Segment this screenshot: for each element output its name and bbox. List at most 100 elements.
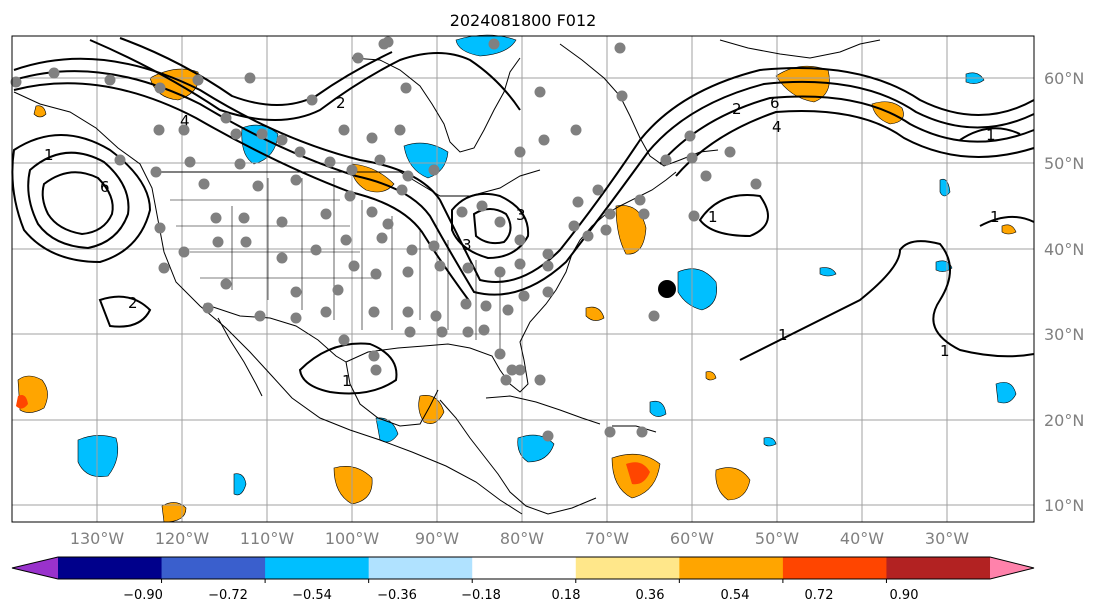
station-dot <box>434 260 446 272</box>
station-dot <box>488 38 500 50</box>
contours <box>11 37 1035 395</box>
station-dot <box>210 212 222 224</box>
lon-label: 30°W <box>925 529 969 548</box>
station-dot <box>402 266 414 278</box>
lon-label: 50°W <box>755 529 799 548</box>
station-dot <box>616 90 628 102</box>
shade-orange-greenland <box>775 65 830 103</box>
contour-label: 3 <box>516 206 526 224</box>
station-dot <box>320 208 332 220</box>
station-dot <box>514 258 526 270</box>
station-dot <box>352 52 364 64</box>
station-dot <box>366 132 378 144</box>
coast-baja <box>217 317 263 397</box>
station-dot <box>462 262 474 274</box>
shade-orange-mexico <box>333 466 373 505</box>
colorbar-tick-label: −0.90 <box>123 588 163 603</box>
station-dot <box>406 244 418 256</box>
station-dot <box>428 240 440 252</box>
coast-mexico-gulf <box>345 361 439 427</box>
us-mexico-border <box>203 303 347 363</box>
colorbar-segment <box>368 557 473 579</box>
station-dot <box>638 208 650 220</box>
station-dot <box>276 252 288 264</box>
station-dot <box>404 326 416 338</box>
station-dot <box>348 260 360 272</box>
station-dot <box>688 210 700 222</box>
colorbar-extend-min <box>12 557 58 579</box>
station-dot <box>376 232 388 244</box>
station-dot <box>614 42 626 54</box>
station-points <box>10 36 762 442</box>
coast-hispaniola <box>612 425 657 433</box>
contour-w-3 <box>41 171 114 236</box>
shade-orange-gulf <box>418 395 445 424</box>
station-dot <box>150 166 162 178</box>
colorbar-tick-label: −0.72 <box>208 588 248 603</box>
station-dot <box>290 174 302 186</box>
colorbar-segment <box>886 557 991 579</box>
station-dot <box>178 246 190 258</box>
station-dot <box>462 326 474 338</box>
station-dot <box>202 302 214 314</box>
station-dot <box>320 306 332 318</box>
station-dot <box>514 234 526 246</box>
station-dot <box>648 310 660 322</box>
colorbar-tick-label: 0.36 <box>636 588 665 603</box>
station-dot <box>378 38 390 50</box>
station-dot <box>104 74 116 86</box>
shade-red-baja <box>16 395 28 409</box>
coast-central-am <box>439 399 597 515</box>
station-dot <box>428 164 440 176</box>
colorbar-tick-label: 0.90 <box>890 588 919 603</box>
station-dot <box>192 74 204 86</box>
station-dot <box>212 236 224 248</box>
lon-label: 80°W <box>500 529 544 548</box>
contour-label: 1 <box>44 146 54 164</box>
shade-blue-pacific-3 <box>233 473 247 496</box>
station-dot <box>460 298 472 310</box>
station-dot <box>332 284 344 296</box>
station-dot <box>570 124 582 136</box>
coast-greenland <box>719 39 881 59</box>
station-dot <box>506 364 518 376</box>
contour-jet-2 <box>13 70 1035 296</box>
station-dot <box>494 348 506 360</box>
station-dot <box>604 426 616 438</box>
lon-label: 70°W <box>585 529 629 548</box>
latitude-labels: 60°N 50°N 40°N 30°N 20°N 10°N <box>1044 69 1084 515</box>
contour-label: 1 <box>990 208 1000 226</box>
station-dot <box>600 224 612 236</box>
lat-label: 20°N <box>1044 411 1084 430</box>
shade-blue-caribbean <box>517 434 555 463</box>
station-dot <box>700 170 712 182</box>
station-dot <box>370 268 382 280</box>
station-dot <box>346 164 358 176</box>
lat-label: 30°N <box>1044 325 1084 344</box>
coast-gulf <box>345 171 677 393</box>
station-dot <box>338 124 350 136</box>
station-dot <box>294 146 306 158</box>
shade-blue-pacific-1 <box>77 435 119 477</box>
contour-n-2 <box>119 37 393 106</box>
station-dot <box>244 72 256 84</box>
contour-central <box>98 295 152 328</box>
station-dot <box>276 134 288 146</box>
coast-pacific-nw <box>13 91 523 515</box>
station-dot <box>154 82 166 94</box>
station-dot <box>48 67 60 79</box>
station-dot <box>338 334 350 346</box>
station-dot <box>568 220 580 232</box>
station-dot <box>478 324 490 336</box>
colorbar-segment <box>575 557 680 579</box>
colorbar <box>11 556 1035 583</box>
shade-orange-atl-2 <box>715 467 751 501</box>
station-dot <box>750 178 762 190</box>
contour-label: 4 <box>772 118 782 136</box>
station-dot <box>256 128 268 140</box>
lat-label: 40°N <box>1044 240 1084 259</box>
station-dot <box>592 184 604 196</box>
lat-label: 60°N <box>1044 69 1084 88</box>
location-marker <box>658 280 676 298</box>
